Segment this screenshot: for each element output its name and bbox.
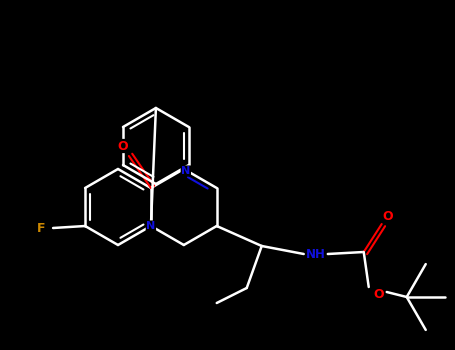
Text: F: F [37, 222, 46, 235]
Text: O: O [117, 140, 128, 153]
Text: O: O [374, 288, 384, 301]
Text: NH: NH [306, 247, 326, 260]
Text: O: O [382, 210, 393, 223]
Text: N: N [147, 221, 156, 231]
Text: N: N [181, 166, 191, 176]
